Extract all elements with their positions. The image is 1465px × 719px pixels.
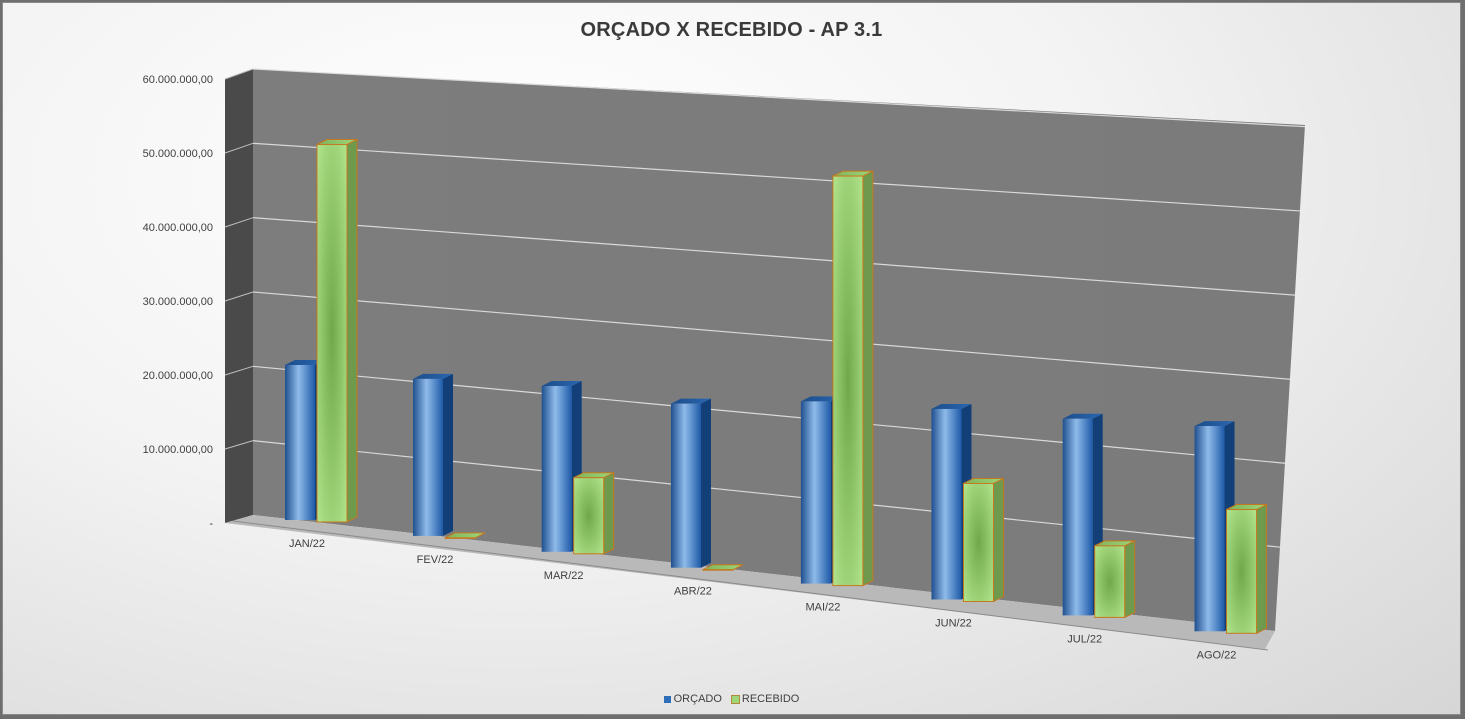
back-wall: [253, 69, 1305, 631]
chart-plot: - 10.000.000,00 20.000.000,00 30.000.000,00…: [143, 68, 1306, 661]
gridline: [252, 217, 1296, 296]
floor: [225, 515, 1275, 649]
gridline: [252, 142, 1301, 212]
x-tick-label: JUN/22: [935, 618, 972, 630]
x-tick-label: MAR/22: [544, 570, 584, 582]
bar-orcado: [670, 398, 711, 568]
bar-recebido: [316, 138, 358, 523]
legend-label-recebido: RECEBIDO: [741, 693, 800, 705]
side-gridline: [224, 291, 254, 302]
side-gridline: [224, 440, 254, 450]
legend-swatch-orcado: [663, 695, 671, 703]
chart-title: ORÇADO X RECEBIDO - AP 3.1: [580, 19, 883, 41]
legend-swatch-recebido: [730, 694, 740, 704]
legend-label-orcado: ORÇADO: [673, 693, 722, 705]
side-gridline: [224, 68, 254, 80]
x-tick-label: JUL/22: [1067, 633, 1102, 645]
bar-recebido: [832, 170, 874, 587]
y-tick-label: 60.000.000,00: [143, 74, 213, 86]
gridline: [252, 68, 1306, 128]
bar-recebido: [1094, 540, 1136, 619]
bar-recebido: [444, 532, 486, 539]
bar-recebido: [573, 471, 615, 555]
y-tick-label: -: [209, 518, 213, 530]
bar-orcado: [413, 373, 454, 536]
side-gridline: [224, 365, 254, 376]
legend: ORÇADO RECEBIDO: [3, 693, 1460, 705]
y-tick-label: 40.000.000,00: [143, 222, 213, 234]
x-tick-label: ABR/22: [674, 586, 712, 598]
legend-item-orcado: ORÇADO: [663, 693, 722, 705]
bar-recebido: [962, 477, 1004, 603]
legend-item-recebido: RECEBIDO: [730, 693, 800, 705]
bar-recebido: [702, 564, 744, 571]
side-gridline: [224, 142, 254, 154]
x-tick-label: AGO/22: [1197, 649, 1237, 661]
y-tick-label: 20.000.000,00: [143, 370, 213, 382]
x-tick-label: JAN/22: [289, 538, 325, 550]
x-tick-label: FEV/22: [417, 554, 454, 566]
bar-recebido: [1226, 503, 1268, 635]
y-tick-label: 10.000.000,00: [143, 444, 213, 456]
gridline: [252, 291, 1291, 380]
x-tick-label: MAI/22: [805, 602, 840, 614]
y-tick-label: 30.000.000,00: [143, 296, 213, 308]
y-tick-label: 50.000.000,00: [143, 148, 213, 160]
x-axis-line: [232, 520, 1269, 651]
side-gridline: [224, 217, 254, 228]
